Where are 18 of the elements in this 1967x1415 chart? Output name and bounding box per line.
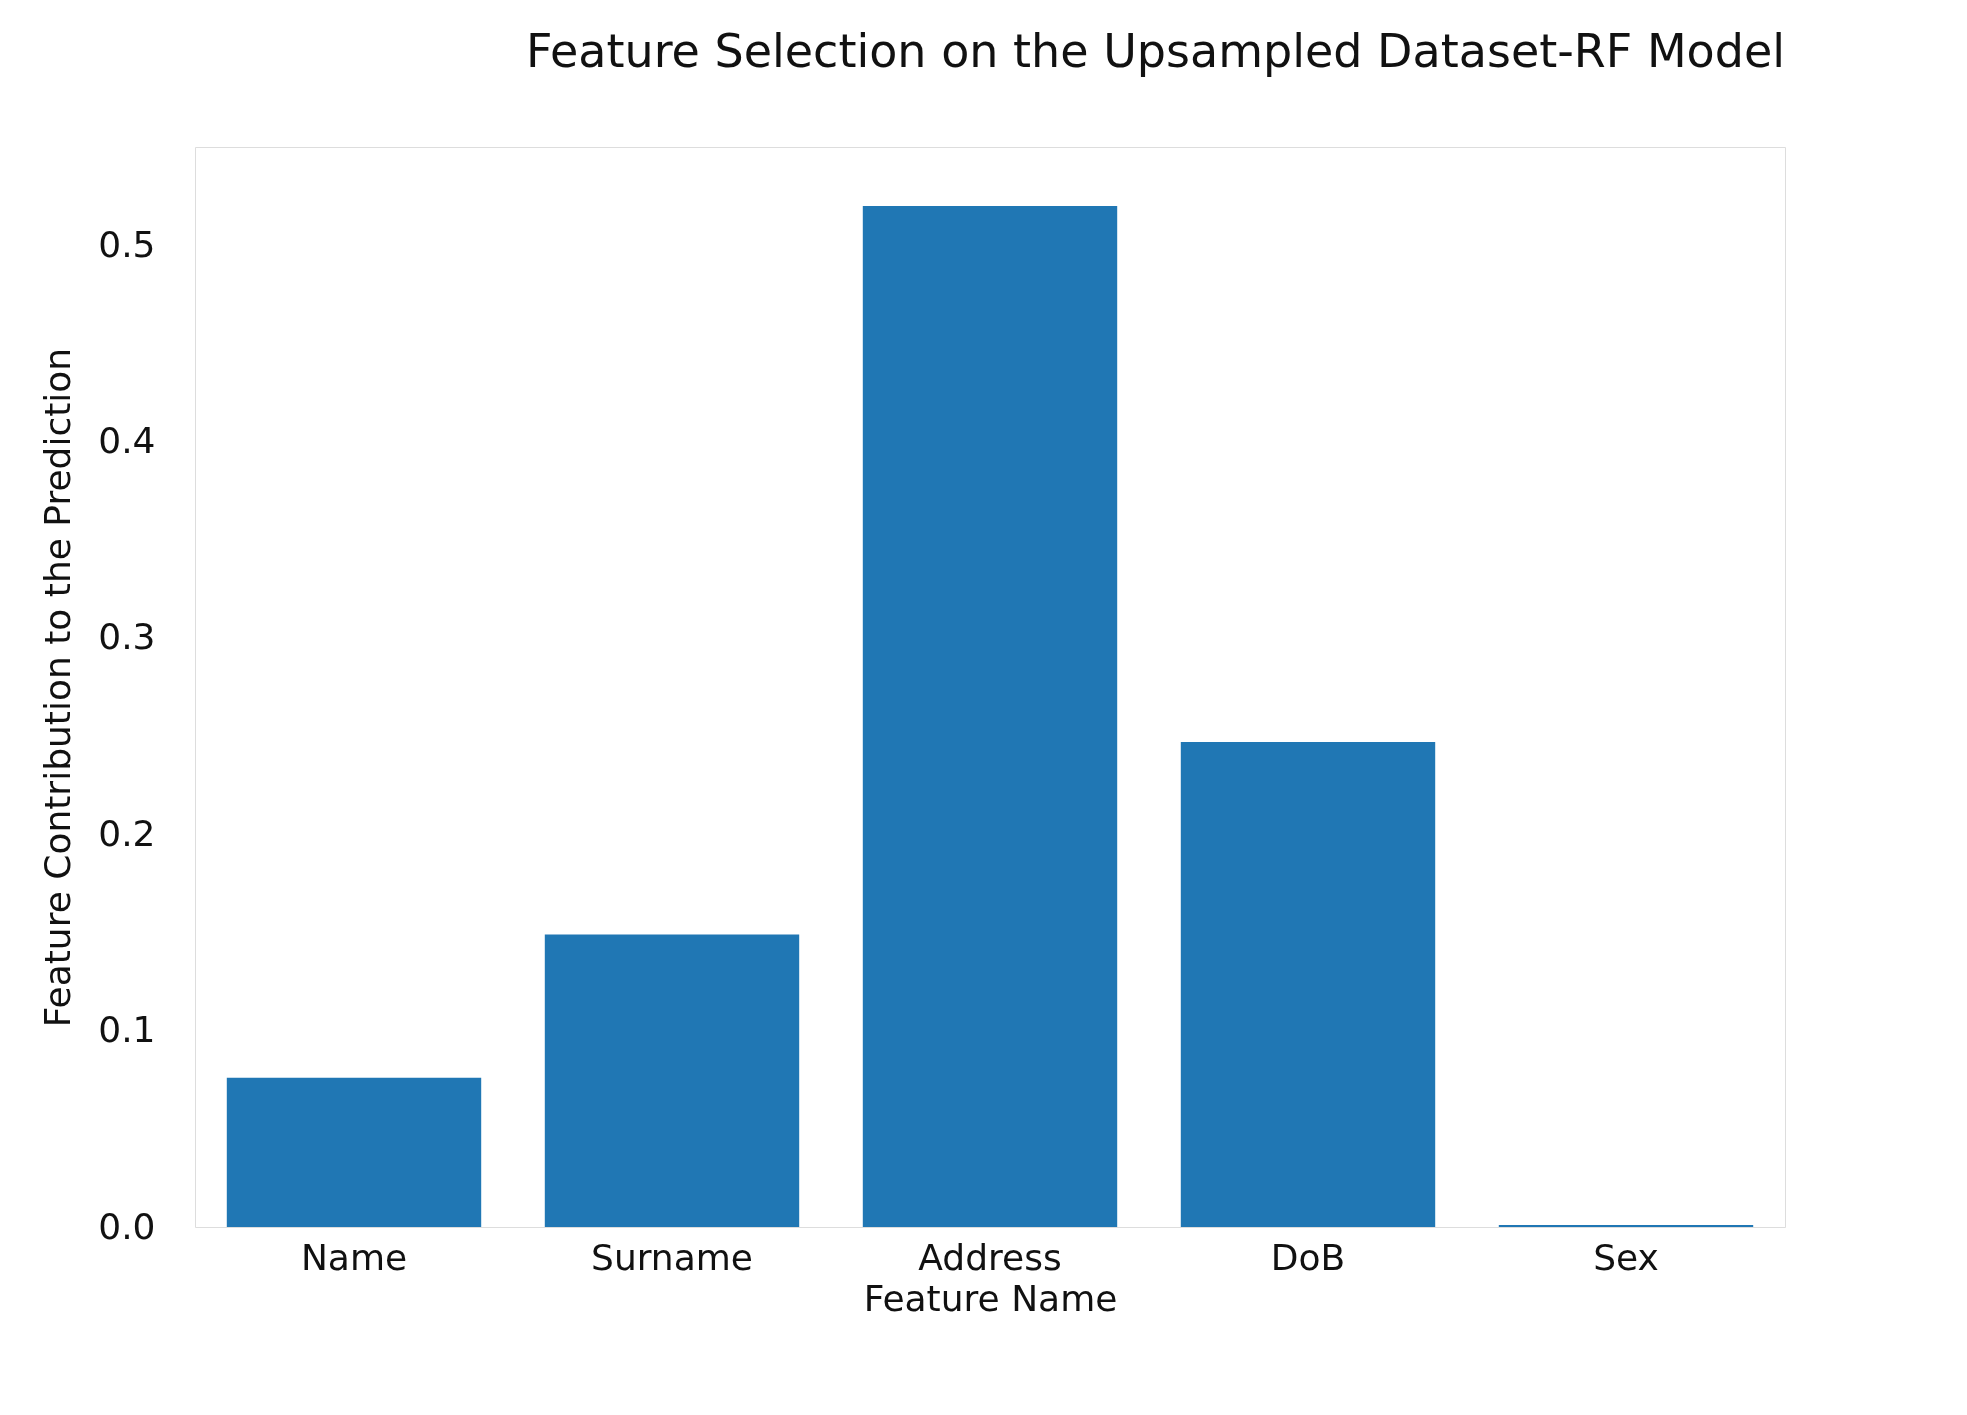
y-tick-label: 0.2 xyxy=(98,812,156,854)
chart-title: Feature Selection on the Upsampled Dataset-RF Model xyxy=(526,24,1785,78)
bar xyxy=(862,205,1118,1227)
x-tick-label: Name xyxy=(300,1236,408,1278)
y-tick-label: 0.3 xyxy=(98,616,156,658)
bar xyxy=(1180,741,1436,1227)
bar xyxy=(544,934,800,1227)
x-tick-label: Surname xyxy=(591,1236,753,1278)
x-tick-label: Address xyxy=(918,1236,1062,1278)
y-axis-title: Feature Contribution to the Prediction xyxy=(37,347,79,1028)
y-tick-label: 0.4 xyxy=(98,420,156,462)
y-tick-label: 0.5 xyxy=(98,223,156,265)
x-axis-title: Feature Name xyxy=(863,1277,1118,1319)
x-tick-label: DoB xyxy=(1270,1236,1346,1278)
y-tick-label: 0.0 xyxy=(98,1205,156,1247)
bar xyxy=(226,1077,482,1227)
x-tick-label: Sex xyxy=(1593,1236,1659,1278)
y-tick-label: 0.1 xyxy=(98,1009,156,1051)
